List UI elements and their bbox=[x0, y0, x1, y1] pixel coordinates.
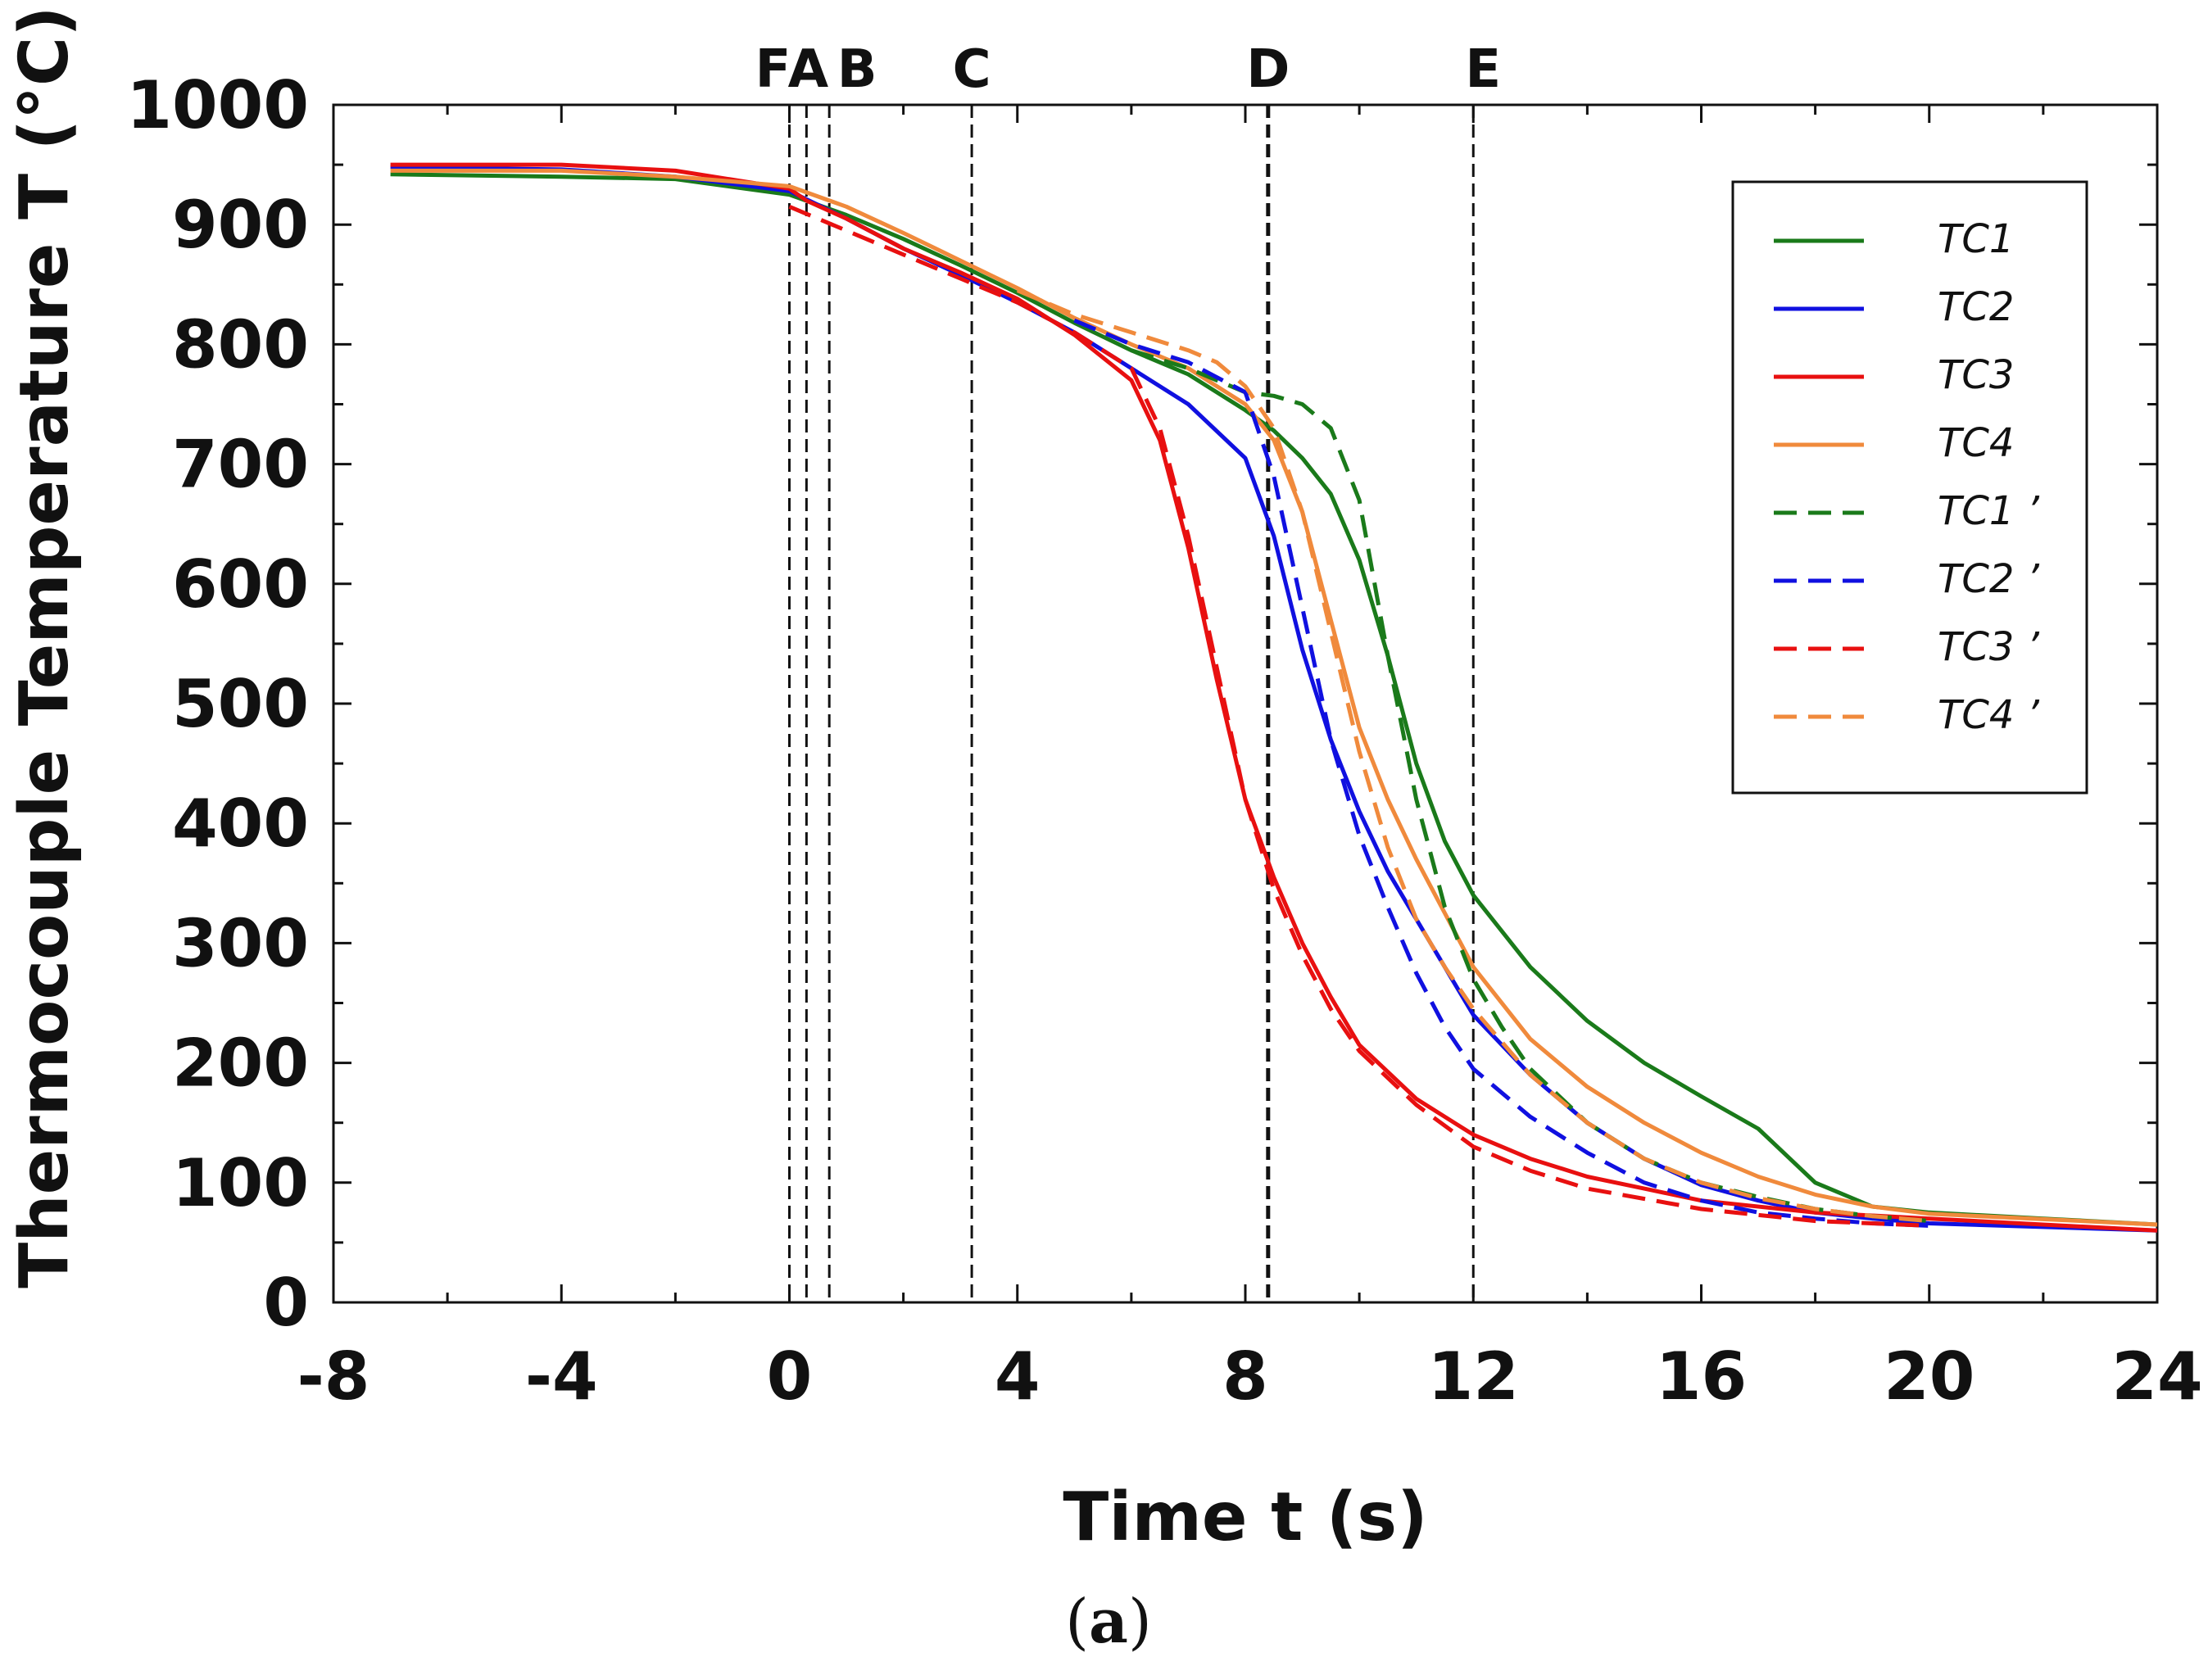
legend-label: TC1 bbox=[1938, 216, 2014, 262]
y-tick-label: 1000 bbox=[126, 67, 309, 143]
event-label-A: A bbox=[788, 39, 829, 100]
legend-label: TC2 ’ bbox=[1938, 556, 2040, 602]
series-line-TC2-dashed bbox=[1073, 318, 1929, 1228]
y-tick-label: 300 bbox=[172, 905, 309, 981]
legend-label: TC2 bbox=[1938, 284, 2014, 330]
x-tick-label: 16 bbox=[1656, 1338, 1747, 1415]
y-tick-label: 900 bbox=[172, 187, 309, 263]
x-tick-label: 0 bbox=[767, 1338, 813, 1415]
event-label-B: B bbox=[837, 39, 877, 100]
x-tick-label: 20 bbox=[1884, 1338, 1975, 1415]
x-tick-label: 12 bbox=[1428, 1338, 1519, 1415]
series-line-TC4 bbox=[390, 168, 2157, 1227]
figure-caption: (a) bbox=[1065, 1587, 1152, 1657]
legend-label: TC1 ’ bbox=[1938, 488, 2040, 534]
x-tick-label: 24 bbox=[2111, 1338, 2202, 1415]
caption-open: ( bbox=[1065, 1587, 1089, 1657]
legend-label: TC4 ’ bbox=[1938, 692, 2040, 738]
legend-label: TC4 bbox=[1938, 420, 2014, 466]
y-tick-label: 700 bbox=[172, 427, 309, 503]
x-axis-title: Time t (s) bbox=[1063, 1478, 1427, 1556]
y-tick-label: 800 bbox=[172, 306, 309, 383]
y-tick-label: 100 bbox=[172, 1145, 309, 1221]
x-tick-label: 4 bbox=[995, 1338, 1041, 1415]
legend-label: TC3 ’ bbox=[1938, 624, 2040, 670]
x-tick-label: -4 bbox=[525, 1338, 598, 1415]
y-tick-label: 500 bbox=[172, 666, 309, 742]
legend-box bbox=[1731, 180, 2088, 795]
y-tick-label: 600 bbox=[172, 546, 309, 623]
caption-letter: a bbox=[1089, 1587, 1128, 1657]
y-tick-label: 200 bbox=[172, 1026, 309, 1102]
x-tick-label: 8 bbox=[1222, 1338, 1268, 1415]
event-label-F: F bbox=[755, 39, 791, 100]
event-label-C: C bbox=[953, 39, 991, 100]
y-axis-title: Thermocouple Temperature T (°C) bbox=[6, 6, 84, 1288]
series-line-TC4-dashed bbox=[1016, 288, 1930, 1224]
series-line-TC3-dashed bbox=[788, 204, 1929, 1228]
y-tick-label: 0 bbox=[263, 1265, 309, 1341]
series-line-TC1 bbox=[390, 172, 2157, 1227]
event-label-D: D bbox=[1246, 39, 1290, 100]
legend-label: TC3 bbox=[1938, 352, 2014, 398]
x-tick-label: -8 bbox=[297, 1338, 370, 1415]
y-tick-label: 400 bbox=[172, 786, 309, 862]
event-label-E: E bbox=[1465, 39, 1501, 100]
caption-close: ) bbox=[1128, 1587, 1152, 1657]
